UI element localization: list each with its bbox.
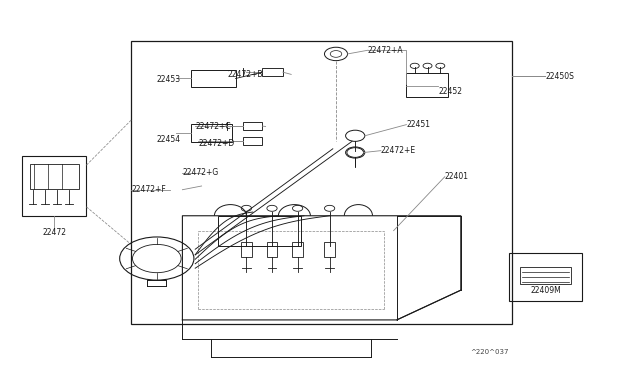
Text: 22472+D: 22472+D [198, 139, 235, 148]
Text: 22401: 22401 [445, 172, 468, 181]
Text: 22472+E: 22472+E [381, 146, 416, 155]
Text: 22451: 22451 [406, 120, 430, 129]
Text: 22450S: 22450S [545, 72, 574, 81]
Bar [520, 267, 572, 285]
Bar [191, 124, 232, 142]
Bar [22, 156, 86, 216]
Text: 22472: 22472 [42, 228, 67, 237]
Bar [218, 216, 301, 246]
Bar [324, 242, 335, 257]
Bar [30, 164, 79, 189]
Text: 22454: 22454 [157, 135, 181, 144]
Text: 22472+F: 22472+F [131, 185, 166, 194]
Bar [243, 122, 262, 130]
Text: 22472+A: 22472+A [368, 46, 404, 55]
Text: 22409M: 22409M [531, 286, 561, 295]
Bar [131, 41, 512, 324]
Bar [406, 73, 448, 97]
Text: 22453: 22453 [157, 76, 181, 84]
Text: ^220^037: ^220^037 [470, 349, 509, 355]
Text: 22472+C: 22472+C [195, 122, 231, 131]
Bar [262, 68, 283, 76]
Bar [509, 253, 582, 301]
Bar [243, 137, 262, 145]
Text: 22472+B: 22472+B [227, 70, 262, 79]
Bar [292, 242, 303, 257]
Text: 22452: 22452 [438, 87, 463, 96]
Bar [267, 242, 277, 257]
Bar [241, 242, 252, 257]
Text: 22472+G: 22472+G [182, 169, 219, 177]
Bar [191, 70, 236, 87]
